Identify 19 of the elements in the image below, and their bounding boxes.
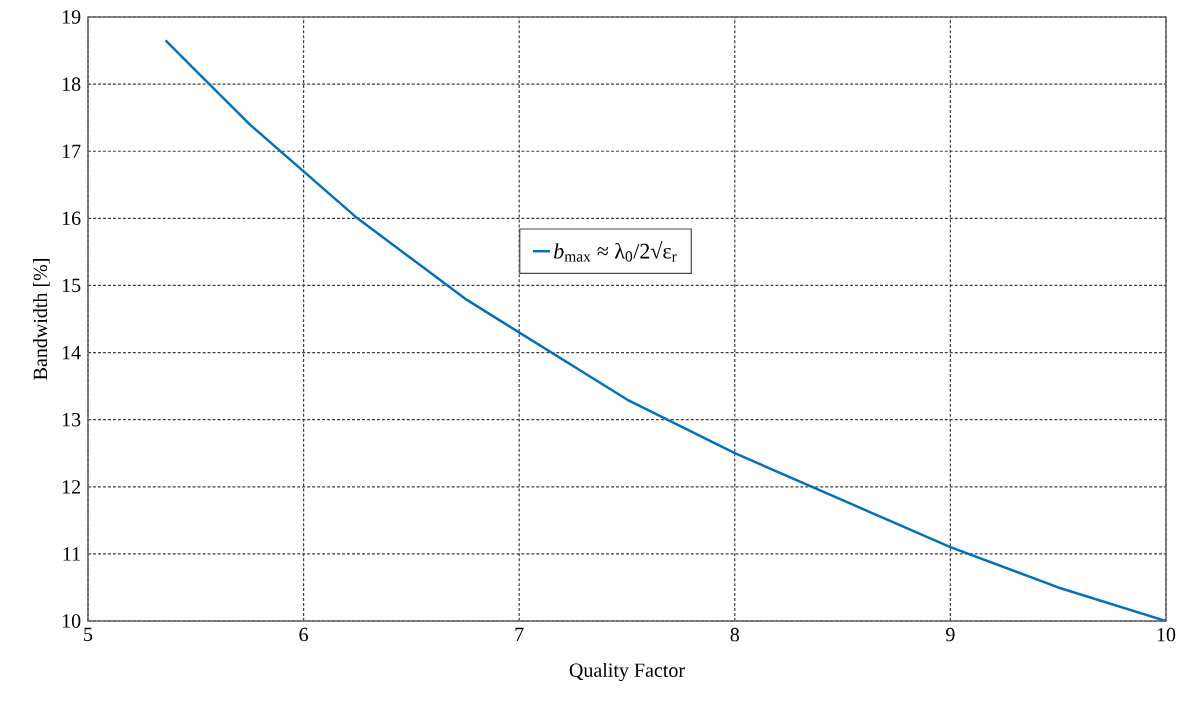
y-tick-label: 17	[62, 144, 81, 158]
y-tick-label: 10	[62, 614, 81, 628]
x-tick-label: 6	[299, 627, 308, 642]
x-tick-label: 5	[84, 627, 93, 642]
x-tick-label: 7	[515, 627, 524, 641]
y-axis-title: Bandwidth [%]	[33, 259, 50, 380]
y-tick-label: 19	[62, 10, 81, 24]
y-tick-label: 12	[62, 480, 81, 494]
x-tick-label: 9	[946, 627, 955, 642]
y-tick-label: 15	[62, 278, 81, 293]
y-tick-label: 16	[62, 211, 81, 226]
y-tick-label: 14	[62, 345, 81, 360]
y-tick-label: 13	[62, 412, 81, 427]
x-axis-title: Quality Factor	[569, 662, 685, 682]
x-tick-label: 10	[1157, 627, 1176, 642]
y-tick-label: 11	[63, 547, 80, 561]
y-tick-label: 18	[62, 77, 81, 91]
x-tick-label: 8	[730, 627, 740, 642]
legend-label: b$_{max}$ ≈ λ$_{0}$/2√ε$_{r}$	[554, 240, 677, 262]
